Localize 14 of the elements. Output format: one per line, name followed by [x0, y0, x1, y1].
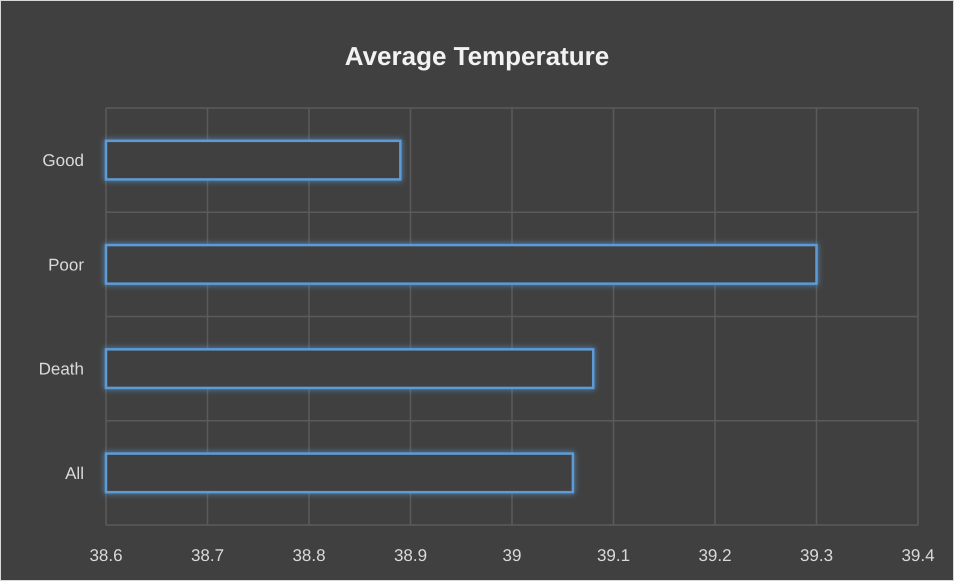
x-tick-label: 39.4 — [901, 546, 935, 565]
x-tick-label: 39.2 — [698, 546, 732, 565]
y-tick-label: All — [65, 464, 84, 483]
y-tick-label: Good — [42, 151, 84, 170]
y-tick-label: Death — [38, 360, 84, 379]
x-tick-label: 38.6 — [89, 546, 123, 565]
x-tick-label: 38.7 — [190, 546, 224, 565]
x-tick-label: 39.1 — [596, 546, 630, 565]
y-tick-label: Poor — [48, 255, 84, 274]
x-tick-label: 38.8 — [292, 546, 326, 565]
x-tick-label: 39 — [502, 546, 522, 565]
x-tick-label: 39.3 — [800, 546, 834, 565]
x-tick-label: 38.9 — [394, 546, 428, 565]
chart-title: Average Temperature — [344, 41, 610, 71]
